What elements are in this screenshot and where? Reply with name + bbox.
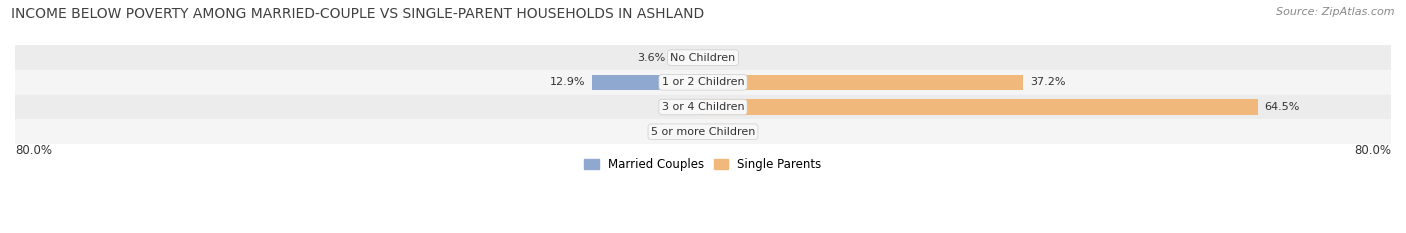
Text: 0.0%: 0.0% <box>668 102 696 112</box>
Bar <box>15 45 1391 70</box>
Text: 5 or more Children: 5 or more Children <box>651 127 755 137</box>
Bar <box>700 124 703 139</box>
Text: 0.0%: 0.0% <box>668 127 696 137</box>
Bar <box>703 124 706 139</box>
Text: 37.2%: 37.2% <box>1029 77 1066 87</box>
Bar <box>15 95 1391 119</box>
Bar <box>592 75 703 90</box>
Legend: Married Couples, Single Parents: Married Couples, Single Parents <box>579 153 827 176</box>
Bar <box>672 50 703 65</box>
Text: Source: ZipAtlas.com: Source: ZipAtlas.com <box>1277 7 1395 17</box>
Text: INCOME BELOW POVERTY AMONG MARRIED-COUPLE VS SINGLE-PARENT HOUSEHOLDS IN ASHLAND: INCOME BELOW POVERTY AMONG MARRIED-COUPL… <box>11 7 704 21</box>
Text: No Children: No Children <box>671 53 735 63</box>
Text: 12.9%: 12.9% <box>550 77 585 87</box>
Text: 3.6%: 3.6% <box>637 53 665 63</box>
Bar <box>703 50 706 65</box>
Text: 3 or 4 Children: 3 or 4 Children <box>662 102 744 112</box>
Text: 64.5%: 64.5% <box>1264 102 1301 112</box>
Text: 1 or 2 Children: 1 or 2 Children <box>662 77 744 87</box>
Text: 0.0%: 0.0% <box>710 127 738 137</box>
Bar <box>15 70 1391 95</box>
Bar <box>703 99 1258 115</box>
Bar <box>700 99 703 115</box>
Text: 80.0%: 80.0% <box>15 144 52 157</box>
Bar <box>703 75 1024 90</box>
Text: 0.0%: 0.0% <box>710 53 738 63</box>
Bar <box>15 119 1391 144</box>
Text: 80.0%: 80.0% <box>1354 144 1391 157</box>
